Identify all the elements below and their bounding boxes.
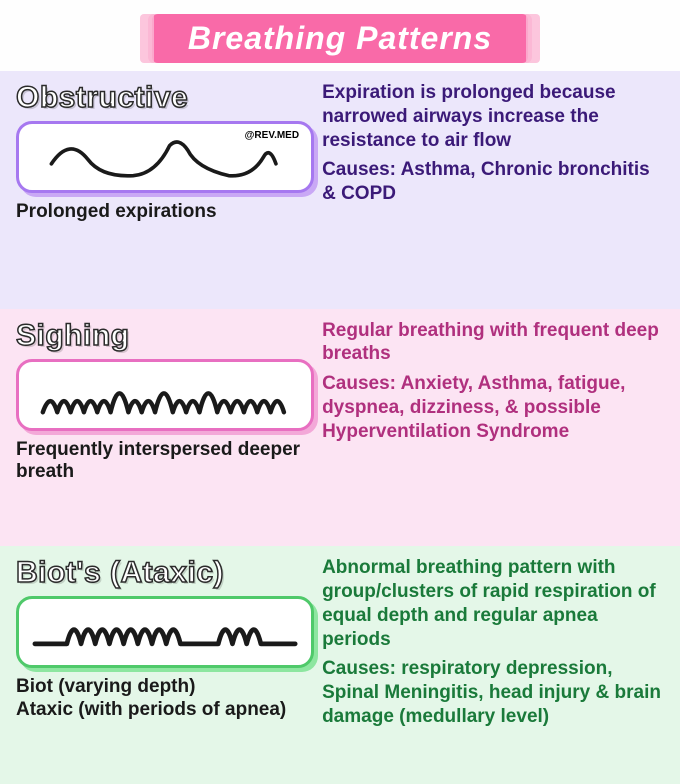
pattern-heading: Obstructive bbox=[16, 81, 314, 115]
section-left: Sighing Frequently interspersed deeper b… bbox=[16, 319, 314, 535]
pattern-caption: Biot (varying depth)Ataxic (with periods… bbox=[16, 676, 314, 722]
section-right: Expiration is prolonged because narrowed… bbox=[314, 81, 664, 297]
title-banner: Breathing Patterns bbox=[152, 14, 528, 63]
pattern-caption: Prolonged expirations bbox=[16, 201, 314, 224]
section-right: Regular breathing with frequent deep bre… bbox=[314, 319, 664, 535]
pattern-caption: Frequently interspersed deeper breath bbox=[16, 439, 314, 485]
section-biots: Biot's (Ataxic) Biot (varying depth)Atax… bbox=[0, 546, 680, 784]
section-left: Obstructive @REV.MED Prolonged expiratio… bbox=[16, 81, 314, 297]
section-left: Biot's (Ataxic) Biot (varying depth)Atax… bbox=[16, 556, 314, 772]
watermark-text: @REV.MED bbox=[245, 130, 299, 141]
pattern-description: Expiration is prolonged because narrowed… bbox=[322, 81, 664, 152]
waveform-box bbox=[16, 596, 314, 668]
section-sighing: Sighing Frequently interspersed deeper b… bbox=[0, 309, 680, 547]
pattern-heading: Sighing bbox=[16, 319, 314, 353]
page: Breathing Patterns Obstructive @REV.MED … bbox=[0, 0, 680, 784]
pattern-description: Abnormal breathing pattern with group/cl… bbox=[322, 556, 664, 651]
title-text: Breathing Patterns bbox=[188, 20, 492, 57]
pattern-causes: Causes: Asthma, Chronic bronchitis & COP… bbox=[322, 158, 664, 206]
pattern-description: Regular breathing with frequent deep bre… bbox=[322, 319, 664, 367]
pattern-heading: Biot's (Ataxic) bbox=[16, 556, 314, 590]
pattern-causes: Causes: respiratory depression, Spinal M… bbox=[322, 657, 664, 728]
section-obstructive: Obstructive @REV.MED Prolonged expiratio… bbox=[0, 71, 680, 309]
waveform-box: @REV.MED bbox=[16, 121, 314, 193]
section-right: Abnormal breathing pattern with group/cl… bbox=[314, 556, 664, 772]
waveform-icon bbox=[29, 607, 301, 657]
waveform-box bbox=[16, 359, 314, 431]
waveform-icon bbox=[29, 370, 301, 420]
pattern-causes: Causes: Anxiety, Asthma, fatigue, dyspne… bbox=[322, 372, 664, 443]
